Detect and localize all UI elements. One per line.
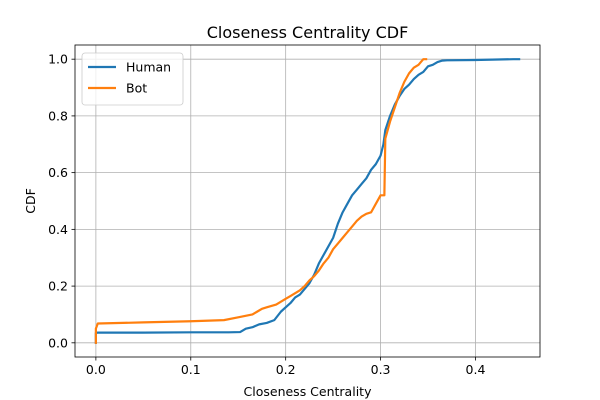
series-lines [94, 58, 521, 344]
chart-title: Closeness Centrality CDF [207, 23, 409, 42]
plot-area-frame [74, 44, 541, 358]
legend-label-bot: Bot [126, 81, 147, 96]
y-tick-label: 0.6 [48, 165, 68, 180]
x-axis-label: Closeness Centrality [244, 384, 373, 399]
y-tick-label: 0.0 [48, 335, 68, 350]
series-line-human [94, 58, 521, 344]
axis-ticks: 0.0 0.1 0.2 0.3 0.4 0.0 0.2 0.4 0.6 0.8 1.0 [48, 52, 485, 377]
x-tick-label: 0.0 [86, 362, 106, 377]
series-line-bot [94, 58, 428, 344]
y-axis-label: CDF [23, 188, 38, 214]
y-tick-label: 0.2 [48, 279, 68, 294]
y-tick-label: 1.0 [48, 52, 68, 67]
legend-label-human: Human [126, 60, 171, 75]
x-tick-label: 0.4 [466, 362, 486, 377]
y-tick-label: 0.4 [48, 222, 68, 237]
x-tick-label: 0.2 [276, 362, 296, 377]
x-tick-label: 0.3 [371, 362, 391, 377]
legend: Human Bot [81, 52, 184, 106]
y-tick-label: 0.8 [48, 108, 68, 123]
x-tick-label: 0.1 [181, 362, 201, 377]
